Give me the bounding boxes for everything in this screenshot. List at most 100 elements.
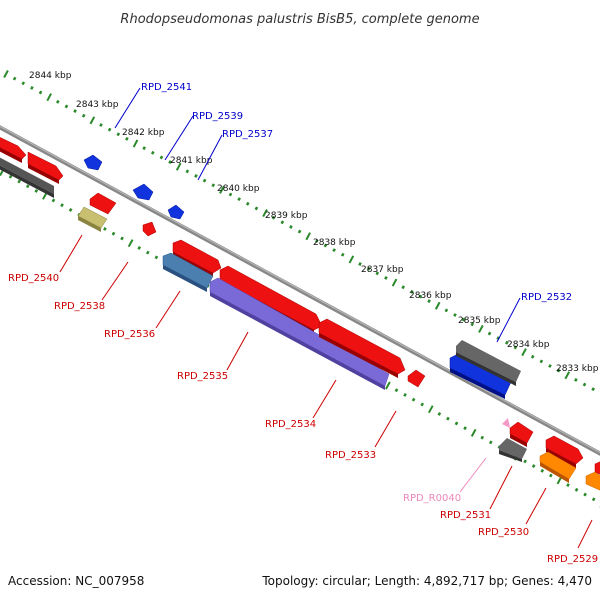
major-tick — [132, 139, 139, 148]
leader-line — [164, 115, 194, 161]
gene-feature[interactable] — [142, 221, 157, 237]
leader-line — [226, 331, 249, 371]
gene-label[interactable]: RPD_2539 — [192, 111, 243, 122]
gene-feature[interactable] — [539, 451, 577, 483]
gene-label[interactable]: RPD_2534 — [265, 419, 316, 430]
gene-label[interactable]: RPD_2536 — [104, 329, 155, 340]
gene-label[interactable]: RPD_2537 — [222, 129, 273, 140]
minor-tick — [340, 252, 345, 257]
minor-tick — [487, 331, 492, 336]
gene-feature[interactable] — [167, 204, 185, 220]
gene-feature[interactable] — [77, 206, 108, 232]
minor-tick — [289, 225, 293, 229]
kbp-label: 2835 kbp — [458, 316, 501, 326]
minor-tick — [38, 90, 43, 95]
leader-line — [155, 290, 181, 329]
leader-line — [114, 87, 141, 129]
genome-summary-text: Topology: circular; Length: 4,892,717 bp… — [261, 574, 592, 588]
minor-tick — [591, 497, 596, 502]
minor-tick — [531, 464, 536, 469]
gene-feature[interactable] — [545, 435, 584, 468]
map-title: Rhodopseudomonas palustris BisB5, comple… — [120, 12, 479, 27]
gene-label[interactable]: RPD_2531 — [440, 510, 491, 521]
minor-tick — [12, 76, 17, 81]
gene-feature[interactable] — [407, 369, 426, 388]
minor-tick — [332, 248, 336, 253]
gene-label[interactable]: RPD_2538 — [54, 301, 105, 312]
minor-tick — [194, 174, 198, 178]
minor-tick — [51, 198, 56, 203]
gene-feature[interactable] — [594, 460, 600, 476]
gene-feature[interactable] — [89, 192, 117, 215]
gene-label[interactable]: RPD_2532 — [521, 292, 572, 303]
leader-line — [101, 261, 129, 301]
minor-tick — [394, 388, 399, 393]
gene-feature[interactable] — [132, 183, 154, 201]
gene-label[interactable]: RPD_R0040 — [403, 493, 461, 504]
minor-tick — [410, 289, 414, 294]
minor-tick — [116, 132, 121, 137]
gene-label[interactable]: RPD_2529 — [547, 554, 598, 565]
minor-tick — [523, 459, 527, 464]
gene-feature[interactable] — [456, 340, 521, 386]
minor-tick — [539, 359, 544, 364]
leader-line — [577, 519, 593, 549]
kbp-label: 2836 kbp — [409, 291, 452, 301]
outer-tick-track — [3, 70, 600, 395]
gene-feature[interactable] — [83, 154, 103, 171]
minor-tick — [540, 468, 545, 473]
gene-feature[interactable] — [585, 471, 600, 492]
minor-tick — [55, 99, 60, 104]
gene-label[interactable]: RPD_2541 — [141, 82, 192, 93]
minor-tick — [211, 183, 216, 188]
minor-tick — [64, 104, 69, 109]
minor-tick — [17, 179, 21, 184]
gene-feature[interactable] — [0, 135, 27, 163]
minor-tick — [68, 208, 73, 212]
minor-tick — [401, 285, 406, 290]
kbp-label: 2843 kbp — [76, 100, 119, 110]
gene-feature[interactable] — [318, 318, 406, 378]
rna-feature[interactable] — [502, 418, 510, 428]
gene-label[interactable]: RPD_2533 — [325, 450, 376, 461]
gene-feature[interactable] — [499, 438, 527, 462]
leader-line — [489, 465, 513, 510]
major-tick — [3, 70, 9, 78]
major-tick — [427, 405, 434, 414]
minor-tick — [111, 231, 116, 236]
genome-backbone — [0, 125, 600, 456]
leader-line — [59, 234, 83, 273]
gene-feature[interactable] — [209, 277, 390, 390]
minor-tick — [297, 229, 302, 234]
minor-tick — [271, 215, 276, 220]
minor-tick — [446, 416, 450, 421]
minor-tick — [437, 412, 442, 416]
minor-tick — [30, 85, 34, 90]
minor-tick — [21, 81, 26, 86]
kbp-label: 2844 kbp — [29, 71, 72, 81]
major-tick — [175, 162, 182, 171]
minor-tick — [25, 184, 30, 189]
minor-tick — [159, 155, 164, 160]
major-tick — [305, 232, 311, 241]
minor-tick — [150, 150, 155, 155]
minor-tick — [530, 354, 535, 359]
gene-label[interactable]: RPD_2535 — [177, 371, 228, 382]
gene-feature[interactable] — [0, 155, 54, 198]
minor-tick — [375, 271, 380, 276]
major-tick — [385, 381, 391, 390]
gene-label[interactable]: RPD_2530 — [478, 527, 529, 538]
minor-tick — [384, 276, 388, 280]
gene-feature[interactable] — [27, 151, 64, 184]
leader-line — [496, 297, 521, 343]
minor-tick — [237, 197, 241, 202]
minor-tick — [504, 340, 509, 345]
minor-tick — [60, 203, 64, 208]
minor-tick — [454, 421, 459, 426]
accession-text: Accession: NC_007958 — [8, 574, 144, 588]
leader-line — [197, 134, 223, 181]
minor-tick — [245, 201, 250, 206]
gene-label[interactable]: RPD_2540 — [8, 273, 59, 284]
gene-feature[interactable] — [509, 421, 534, 447]
